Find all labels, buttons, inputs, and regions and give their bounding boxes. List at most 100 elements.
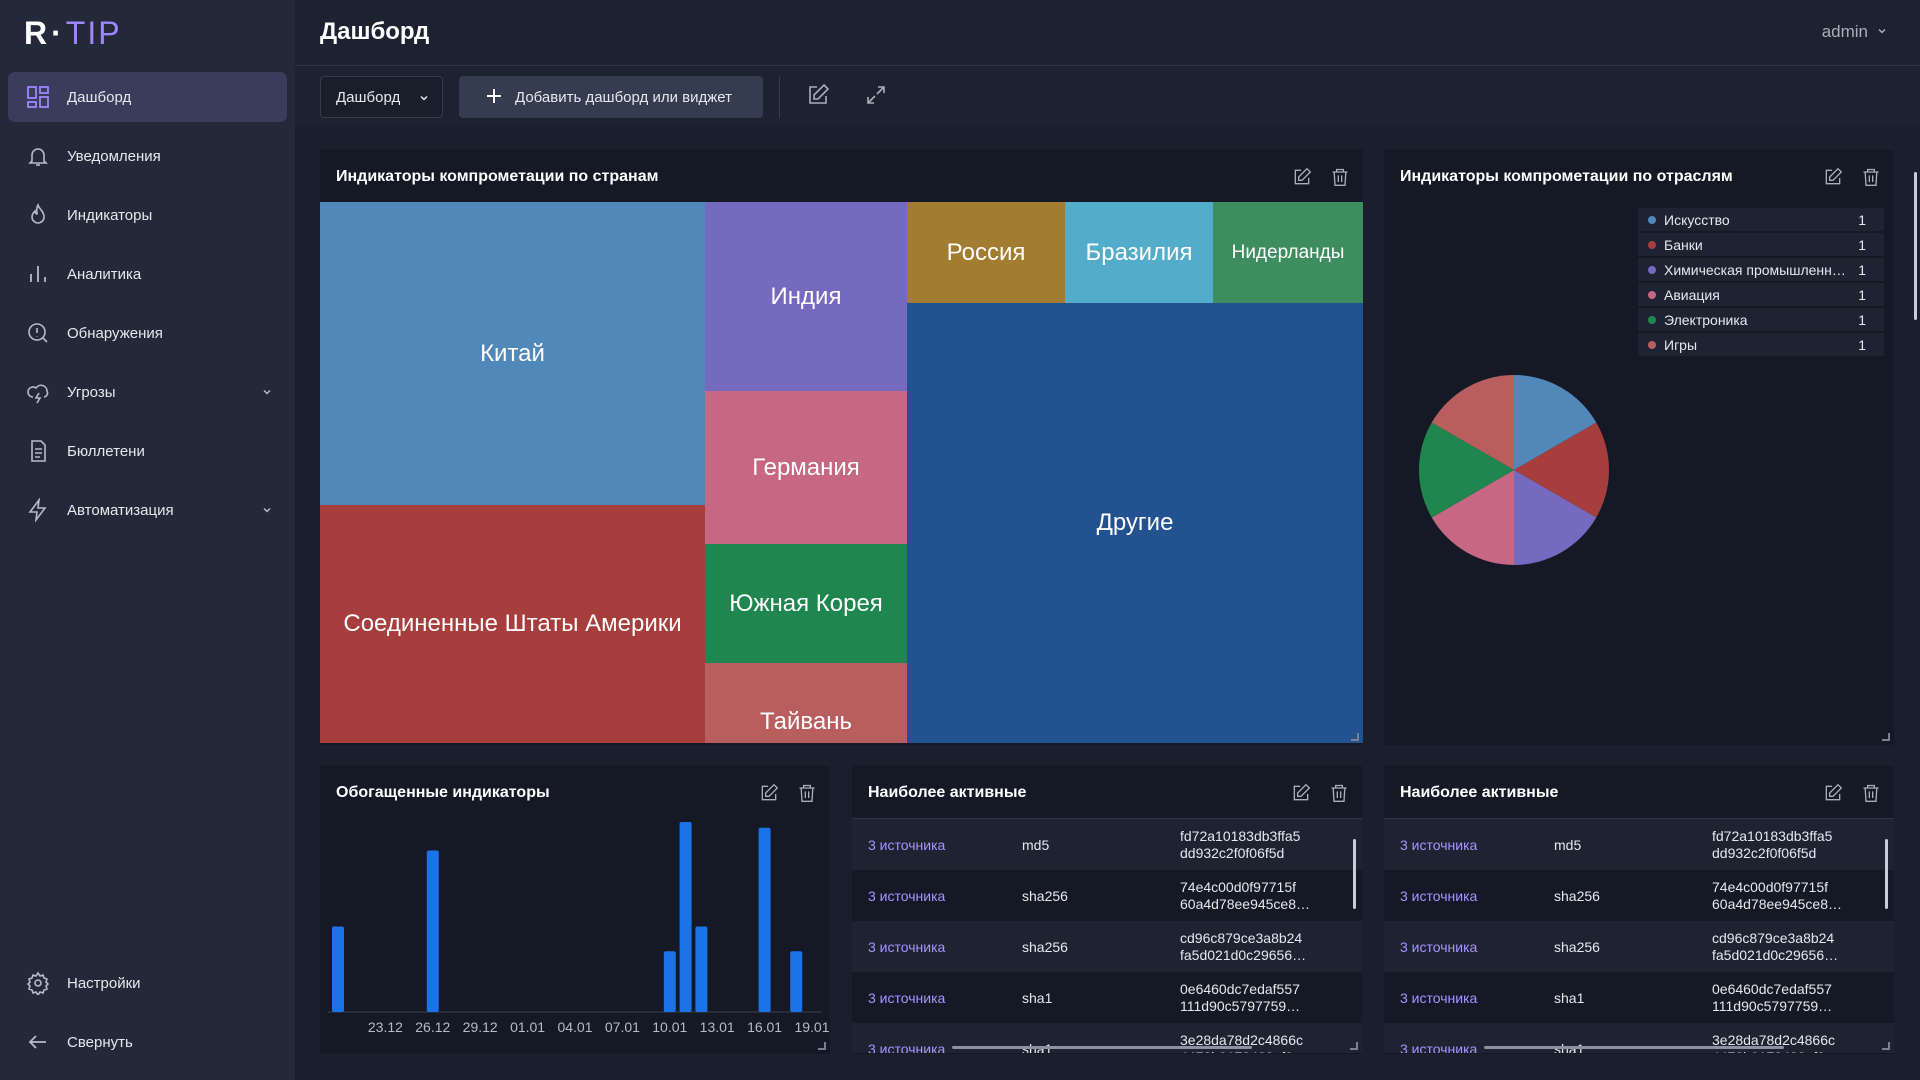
treemap-cell[interactable]: Другие <box>907 303 1363 743</box>
table-row[interactable]: 3 источника sha256 74e4c00d0f97715f 60a4d7… <box>852 870 1362 921</box>
treemap-cell[interactable]: Бразилия <box>1065 202 1213 303</box>
pie-slice-4[interactable] <box>1419 422 1514 518</box>
source-link[interactable]: 3 источника <box>868 1040 946 1054</box>
sidebar-item-settings[interactable]: Настройки <box>8 958 287 1008</box>
trash-icon[interactable] <box>1328 782 1350 804</box>
resize-handle[interactable] <box>818 1042 826 1050</box>
user-menu[interactable]: admin <box>1822 22 1888 42</box>
flame-icon <box>25 202 51 228</box>
hash-type: sha256 <box>1554 938 1600 955</box>
edit-icon[interactable] <box>758 782 780 804</box>
table-row[interactable]: 3 источника sha256 cd96c879ce3a8b24 fa5d02… <box>1384 921 1894 972</box>
chevron-down-icon <box>418 91 430 108</box>
table-row[interactable]: 3 источника md5 fd72a10183db3ffa5 dd932c2f… <box>852 819 1362 870</box>
treemap-cell[interactable]: Индия <box>705 202 907 391</box>
bar-0[interactable] <box>332 926 344 1013</box>
toolbar: Дашборд Добавить дашборд или виджет <box>295 66 1920 126</box>
source-link[interactable]: 3 источника <box>868 836 946 853</box>
source-link[interactable]: 3 источника <box>1400 938 1478 955</box>
horizontal-scrollbar[interactable] <box>952 1046 1252 1049</box>
resize-handle[interactable] <box>1882 1042 1890 1050</box>
source-link[interactable]: 3 источника <box>1400 989 1478 1006</box>
sidebar-item-detections[interactable]: Обнаружения <box>8 308 287 358</box>
source-link[interactable]: 3 источника <box>1400 836 1478 853</box>
bar-6[interactable] <box>790 951 803 1012</box>
add-dashboard-button[interactable]: Добавить дашборд или виджет <box>459 76 763 118</box>
treemap-cell[interactable]: Южная Корея <box>705 544 907 663</box>
treemap-cell[interactable]: Россия <box>907 202 1065 303</box>
table-row[interactable]: 3 источника sha256 cd96c879ce3a8b24 fa5d02… <box>852 921 1362 972</box>
treemap-cell[interactable]: Тайвань <box>705 663 907 743</box>
source-link[interactable]: 3 источника <box>1400 1040 1478 1054</box>
edit-dashboard-button[interactable] <box>803 82 833 112</box>
hash-value: cd96c879ce3a8b24 fa5d021d0c29656… <box>1180 929 1307 963</box>
resize-handle[interactable] <box>1882 733 1890 741</box>
trash-icon[interactable] <box>1860 782 1882 804</box>
trash-icon[interactable] <box>1329 166 1351 188</box>
horizontal-scrollbar[interactable] <box>1484 1046 1784 1049</box>
trash-icon[interactable] <box>1860 166 1882 188</box>
dashboard-select[interactable]: Дашборд <box>320 76 443 118</box>
source-link[interactable]: 3 источника <box>1400 887 1478 904</box>
fullscreen-button[interactable] <box>861 82 891 112</box>
vertical-scrollbar[interactable] <box>1885 839 1888 909</box>
pie-slice-1[interactable] <box>1514 422 1609 518</box>
sidebar-item-bulletins[interactable]: Бюллетени <box>8 426 287 476</box>
dashboard-icon <box>25 84 51 110</box>
sidebar-item-label: Аналитика <box>67 265 142 283</box>
vertical-scrollbar[interactable] <box>1353 839 1356 909</box>
x-tick-label-4: 04.01 <box>557 1019 592 1035</box>
legend-dot <box>1648 340 1656 349</box>
edit-icon[interactable] <box>1822 166 1844 188</box>
bar-5[interactable] <box>758 827 771 1012</box>
treemap-cell[interactable]: Германия <box>705 391 907 544</box>
table-row[interactable]: 3 источника sha256 74e4c00d0f97715f 60a4d7… <box>1384 870 1894 921</box>
edit-icon[interactable] <box>1822 782 1844 804</box>
header: Дашборд admin <box>295 0 1920 66</box>
bar-4[interactable] <box>695 926 708 1013</box>
x-tick-label-6: 10.01 <box>652 1019 687 1035</box>
page-scrollbar[interactable] <box>1914 172 1917 320</box>
legend-item[interactable]: Искусство 1 <box>1638 208 1884 231</box>
edit-icon[interactable] <box>1291 166 1313 188</box>
resize-handle[interactable] <box>1351 733 1359 741</box>
sidebar-item-label: Свернуть <box>67 1033 133 1051</box>
trash-icon[interactable] <box>796 782 818 804</box>
resize-handle[interactable] <box>1350 1042 1358 1050</box>
pie-slice-2[interactable] <box>1514 470 1597 565</box>
table-row[interactable]: 3 источника sha1 0e6460dc7edaf557 111d90c5… <box>852 972 1362 1023</box>
legend-item[interactable]: Банки 1 <box>1638 233 1884 256</box>
hash-value: fd72a10183db3ffa5 dd932c2f0f06f5d <box>1712 827 1833 861</box>
table-row[interactable]: 3 источника md5 fd72a10183db3ffa5 dd932c2f… <box>1384 819 1894 870</box>
sidebar: R · TIP Дашборд Уведомления Индикаторы Ана… <box>0 0 295 1080</box>
sidebar-item-threats[interactable]: Угрозы <box>8 367 287 417</box>
table-row[interactable]: 3 источника sha1 0e6460dc7edaf557 111d90c5… <box>1384 972 1894 1023</box>
widget-actions <box>1290 782 1350 804</box>
sidebar-item-indicators[interactable]: Индикаторы <box>8 190 287 240</box>
bar-3[interactable] <box>679 822 692 1012</box>
logo[interactable]: R · TIP <box>24 14 122 52</box>
legend-item[interactable]: Авиация 1 <box>1638 283 1884 306</box>
legend-item[interactable]: Химическая промышленность 1 <box>1638 258 1884 281</box>
sidebar-item-automation[interactable]: Автоматизация <box>8 485 287 535</box>
source-link[interactable]: 3 источника <box>868 989 946 1006</box>
sidebar-item-notifications[interactable]: Уведомления <box>8 131 287 181</box>
legend-item[interactable]: Игры 1 <box>1638 333 1884 356</box>
bar-2[interactable] <box>663 951 676 1012</box>
sidebar-item-dashboard[interactable]: Дашборд <box>8 72 287 122</box>
indicator-table: 3 источника md5 fd72a10183db3ffa5 dd932c2f… <box>852 818 1362 1053</box>
edit-icon[interactable] <box>1290 782 1312 804</box>
bar-1[interactable] <box>426 850 439 1013</box>
treemap-cell[interactable]: Нидерланды <box>1213 202 1363 303</box>
pie-slice-0[interactable] <box>1514 375 1597 470</box>
legend-item[interactable]: Электроника 1 <box>1638 308 1884 331</box>
source-link[interactable]: 3 источника <box>868 938 946 955</box>
source-link[interactable]: 3 источника <box>868 887 946 904</box>
pie-slice-3[interactable] <box>1431 470 1514 565</box>
treemap-cell[interactable]: Соединенные Штаты Америки <box>320 505 705 743</box>
sidebar-item-collapse[interactable]: Свернуть <box>8 1017 287 1067</box>
pie-slice-5[interactable] <box>1431 375 1514 470</box>
sidebar-item-analytics[interactable]: Аналитика <box>8 249 287 299</box>
legend-value: 1 <box>1858 336 1866 353</box>
treemap-cell[interactable]: Китай <box>320 202 705 505</box>
